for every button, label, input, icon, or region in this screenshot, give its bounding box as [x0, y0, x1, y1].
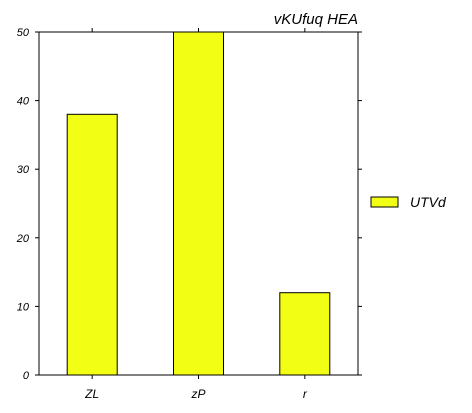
- bar-zP: [173, 31, 224, 376]
- y-tick-label: 20: [16, 233, 30, 245]
- y-tick-label: 40: [17, 96, 30, 108]
- x-axis: ZL zP r: [84, 28, 308, 401]
- chart-title: vKUfuq HEA: [274, 11, 358, 28]
- legend-label: UTVd: [410, 194, 447, 210]
- x-tick-label: r: [303, 387, 308, 401]
- bar-ZL: [66, 113, 118, 376]
- y-axis: 0 10 20 30 40 50: [16, 27, 362, 382]
- x-tick-label: ZL: [84, 387, 99, 401]
- y-tick-label: 0: [23, 370, 30, 382]
- legend-swatch: [370, 196, 399, 208]
- y-tick-label: 10: [17, 301, 30, 313]
- y-tick-label: 50: [17, 27, 30, 39]
- y-tick-label: 30: [17, 164, 30, 176]
- x-tick-label: zP: [190, 387, 205, 401]
- plot-area: 0 10 20 30 40 50 ZL zP r: [16, 27, 362, 401]
- bar-r: [279, 292, 331, 376]
- legend: UTVd: [370, 194, 447, 210]
- bars-layer: [66, 31, 331, 376]
